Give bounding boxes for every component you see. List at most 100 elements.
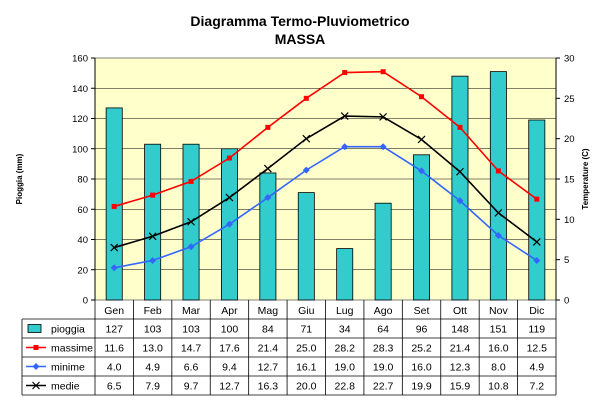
point-massime <box>188 178 194 184</box>
point-medie <box>456 167 464 176</box>
point-medie <box>110 243 119 252</box>
legend-marker-medie <box>32 381 40 390</box>
value-pioggia: 148 <box>451 324 469 336</box>
legend-key-pioggia <box>27 324 42 333</box>
value-massime: 28.3 <box>373 343 394 355</box>
category-label: Mag <box>258 305 279 317</box>
bar-pioggia <box>297 192 315 301</box>
value-medie: 12.7 <box>219 381 240 393</box>
value-medie: 19.9 <box>411 381 432 393</box>
y2-tick-label: 15 <box>564 175 575 186</box>
bar-pioggia <box>144 143 162 301</box>
value-massime: 28.2 <box>334 343 355 355</box>
point-minime <box>149 256 157 264</box>
y-tick-label: 60 <box>77 205 88 216</box>
line-medie <box>113 115 538 249</box>
value-massime: 17.6 <box>219 343 240 355</box>
value-minime: 16.0 <box>411 362 432 374</box>
y2-tick-label: 10 <box>564 215 575 226</box>
legend-marker-massime <box>33 345 39 350</box>
value-massime: 11.6 <box>104 343 124 355</box>
point-medie <box>532 237 541 246</box>
category-label: Gen <box>104 305 124 317</box>
y-tick-label: 160 <box>72 54 88 65</box>
gridlines <box>95 87 556 271</box>
y2-axis-label: Temperature (C) <box>581 148 590 210</box>
y-tick-label: 120 <box>72 114 88 125</box>
point-minime <box>264 194 272 202</box>
point-massime <box>419 94 425 100</box>
category-label: Apr <box>221 305 238 317</box>
bar-pioggia <box>336 248 354 301</box>
legend-marker-minime <box>32 363 40 370</box>
line-minime <box>114 145 538 269</box>
point-medie <box>302 134 311 143</box>
value-massime: 16.0 <box>488 343 509 355</box>
value-minime: 12.7 <box>258 362 279 374</box>
point-massime <box>457 124 463 130</box>
line-series <box>110 69 541 272</box>
value-pioggia: 84 <box>262 324 274 336</box>
bar-pioggia <box>413 154 431 301</box>
point-minime <box>225 220 233 228</box>
point-medie <box>225 193 234 202</box>
point-medie <box>187 217 195 226</box>
value-medie: 22.7 <box>373 381 394 393</box>
value-massime: 21.4 <box>450 343 471 355</box>
category-label: Set <box>414 305 430 317</box>
category-label: Ago <box>374 305 393 317</box>
bar-pioggia <box>374 202 392 301</box>
category-label: Feb <box>144 305 162 317</box>
y2-tick-label: 20 <box>564 134 575 145</box>
point-massime <box>342 70 348 76</box>
value-medie: 6.5 <box>107 381 122 393</box>
point-medie <box>494 208 503 217</box>
value-medie: 16.3 <box>258 381 279 393</box>
point-massime <box>303 95 309 101</box>
point-medie <box>340 112 349 121</box>
point-medie <box>417 135 426 144</box>
legend-label-pioggia: pioggia <box>51 324 85 336</box>
value-minime: 9.4 <box>222 362 237 374</box>
value-pioggia: 96 <box>416 324 428 336</box>
point-minime <box>494 231 502 239</box>
value-minime: 8.0 <box>491 362 506 374</box>
value-minime: 4.0 <box>107 362 122 374</box>
value-medie: 7.2 <box>529 381 544 393</box>
value-medie: 9.7 <box>184 381 199 393</box>
category-label: Nov <box>489 305 508 317</box>
y-tick-label: 100 <box>72 144 88 155</box>
y-tick-label: 20 <box>77 265 88 276</box>
value-massime: 13.0 <box>142 343 163 355</box>
value-minime: 19.0 <box>373 362 394 374</box>
value-pioggia: 103 <box>144 324 162 336</box>
value-pioggia: 151 <box>490 324 508 336</box>
category-label: Ott <box>453 305 467 317</box>
y2-tick-label: 0 <box>564 296 569 307</box>
point-minime <box>418 167 426 175</box>
point-massime <box>534 196 540 202</box>
point-minime <box>341 143 349 151</box>
value-minime: 16.1 <box>296 362 317 374</box>
legend-label-minime: minime <box>51 362 85 374</box>
value-massime: 25.0 <box>296 343 317 355</box>
y2-tick-label: 30 <box>564 54 575 65</box>
category-label: Giu <box>298 305 315 317</box>
y-tick-label: 140 <box>72 84 88 95</box>
value-massime: 21.4 <box>258 343 279 355</box>
line-massime <box>113 70 538 208</box>
category-label: Dic <box>529 305 544 317</box>
chart-title: Diagramma Termo-Pluviometrico <box>190 13 409 29</box>
value-massime: 25.2 <box>411 343 432 355</box>
value-pioggia: 100 <box>221 324 239 336</box>
point-minime <box>302 166 310 174</box>
value-pioggia: 71 <box>300 324 312 336</box>
category-label: Lug <box>336 305 354 317</box>
point-medie <box>379 112 388 121</box>
data-table: Gen Feb Mar Apr Mag Giu Lug Ago Set Ott Nov Dic piog… <box>21 300 557 396</box>
value-minime: 6.6 <box>184 362 199 374</box>
value-pioggia: 34 <box>339 324 351 336</box>
point-massime <box>495 168 501 174</box>
value-medie: 20.0 <box>296 381 317 393</box>
y-tick-label: 0 <box>83 296 88 307</box>
